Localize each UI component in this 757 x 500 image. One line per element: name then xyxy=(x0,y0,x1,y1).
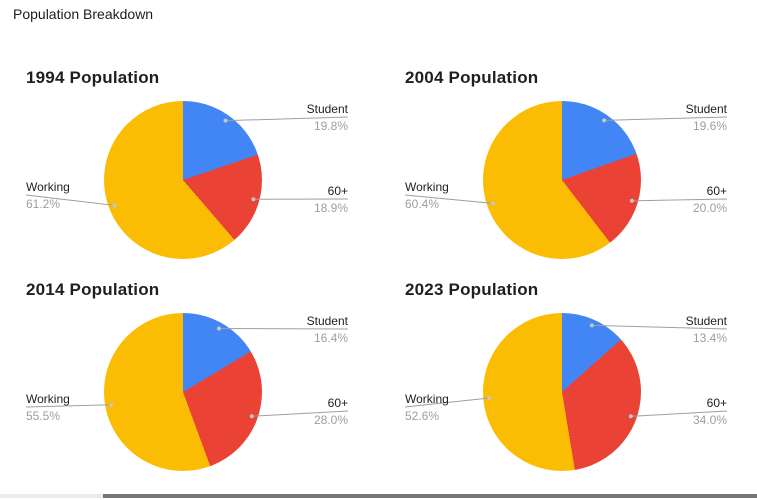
callout-60plus: 60+ 20.0% xyxy=(693,185,727,215)
chart-2004-population: 2004 Population Student 19.6% 60+ 20.0% … xyxy=(379,60,757,276)
slice-label: Working xyxy=(405,392,449,406)
slice-percentage: 13.4% xyxy=(692,331,727,345)
chart-title: 2023 Population xyxy=(405,280,539,299)
callout-60plus: 60+ 28.0% xyxy=(314,397,348,427)
slice-label: 60+ xyxy=(327,184,348,198)
slice-percentage: 34.0% xyxy=(692,413,727,427)
horizontal-scrollbar-thumb[interactable] xyxy=(102,494,757,498)
callout-working: Working 55.5% xyxy=(26,393,70,423)
slice-percentage: 19.6% xyxy=(692,119,727,133)
slice-label: 60+ xyxy=(706,396,727,410)
callout-60plus: 60+ 34.0% xyxy=(693,397,727,427)
slice-percentage: 16.4% xyxy=(313,331,348,345)
callout-60plus: 60+ 18.9% xyxy=(314,185,348,215)
slice-label: Student xyxy=(685,102,727,116)
slice-percentage: 55.5% xyxy=(26,409,61,423)
slice-percentage: 60.4% xyxy=(405,197,440,211)
slice-label: 60+ xyxy=(327,396,348,410)
slice-label: Student xyxy=(306,102,348,116)
callout-working: Working 61.2% xyxy=(26,181,70,211)
slice-percentage: 61.2% xyxy=(26,197,61,211)
slice-percentage: 28.0% xyxy=(313,413,348,427)
pie-2014[interactable] xyxy=(104,313,262,471)
chart-2023-population: 2023 Population Student 13.4% 60+ 34.0% … xyxy=(379,272,757,488)
page-title: Population Breakdown xyxy=(13,6,154,22)
chart-title: 2004 Population xyxy=(405,68,539,87)
pie-2023[interactable] xyxy=(483,313,641,471)
slice-label: Student xyxy=(685,314,727,328)
chart-1994-population: 1994 Population Student 19.8% 60+ 18.9% … xyxy=(0,60,378,276)
horizontal-scrollbar[interactable] xyxy=(0,494,757,498)
chart-title: 2014 Population xyxy=(26,280,160,299)
chart-2014-population: 2014 Population Student 16.4% 60+ 28.0% … xyxy=(0,272,378,488)
pie-1994[interactable] xyxy=(104,101,262,259)
pie-2004[interactable] xyxy=(483,101,641,259)
slice-percentage: 52.6% xyxy=(405,409,440,423)
chart-title: 1994 Population xyxy=(26,68,160,87)
slice-label: Working xyxy=(26,180,70,194)
slice-label: Working xyxy=(405,180,449,194)
callout-student: Student 16.4% xyxy=(307,315,348,345)
callout-working: Working 60.4% xyxy=(405,181,449,211)
callout-working: Working 52.6% xyxy=(405,393,449,423)
slice-percentage: 18.9% xyxy=(313,201,348,215)
slice-label: Student xyxy=(306,314,348,328)
slice-percentage: 19.8% xyxy=(313,119,348,133)
callout-student: Student 19.8% xyxy=(307,103,348,133)
slice-label: Working xyxy=(26,392,70,406)
slice-label: 60+ xyxy=(706,184,727,198)
callout-student: Student 13.4% xyxy=(686,315,727,345)
slice-percentage: 20.0% xyxy=(692,201,727,215)
callout-student: Student 19.6% xyxy=(686,103,727,133)
